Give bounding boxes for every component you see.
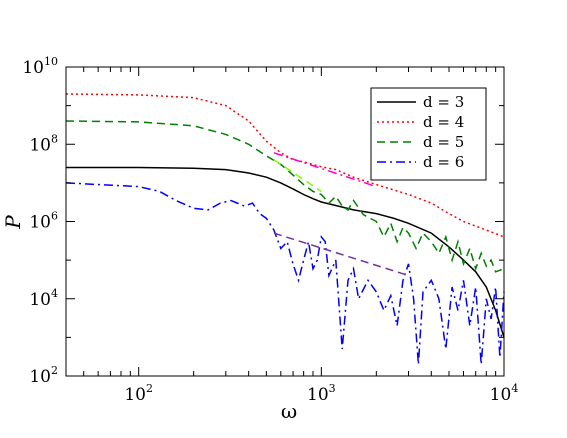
- legend-label: d = 3: [423, 93, 464, 111]
- fit-line-1: [273, 158, 322, 193]
- legend-label: d = 4: [423, 113, 464, 131]
- x-tick-label: 103: [307, 382, 336, 405]
- y-tick-label: 106: [29, 210, 58, 233]
- fit-line-0: [273, 152, 377, 188]
- series-line-4: [65, 93, 505, 238]
- legend: d = 3 d = 4 d = 5 d = 6: [370, 87, 487, 181]
- x-tick-label: 102: [124, 382, 153, 405]
- chart-fit-lines-group: [273, 152, 409, 277]
- series-line-5: [65, 120, 505, 273]
- y-tick-label: 104: [29, 287, 58, 310]
- y-tick-label: 108: [29, 132, 58, 155]
- legend-box: [370, 87, 487, 181]
- axis-ticks-group: 102 103 104 102 104 106 108 1010: [22, 55, 518, 405]
- legend-label: d = 5: [423, 133, 464, 151]
- series-line-6: [65, 182, 505, 365]
- y-axis-title: P: [1, 215, 25, 230]
- x-tick-label: 104: [490, 382, 519, 405]
- y-tick-label: 102: [29, 364, 58, 387]
- x-axis-title: ω: [281, 399, 297, 423]
- fit-line-2: [273, 232, 409, 277]
- y-tick-label: 1010: [22, 55, 58, 78]
- chart-series-group: [65, 93, 505, 365]
- legend-label: d = 6: [423, 153, 464, 171]
- series-line-3: [66, 166, 505, 338]
